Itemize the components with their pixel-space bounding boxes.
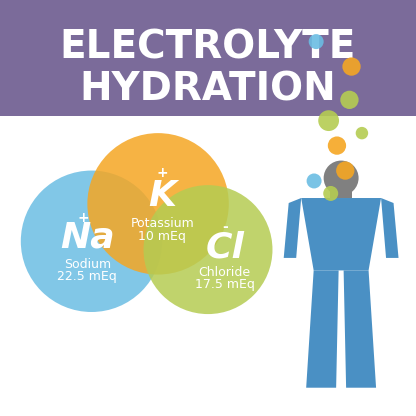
Circle shape	[340, 91, 359, 109]
Text: 22.5 mEq: 22.5 mEq	[57, 270, 117, 283]
Circle shape	[21, 171, 162, 312]
Polygon shape	[284, 198, 301, 258]
Polygon shape	[330, 181, 352, 198]
Text: Chloride: Chloride	[198, 266, 251, 279]
Text: Potassium: Potassium	[130, 217, 194, 230]
Circle shape	[307, 173, 322, 188]
Text: Sodium: Sodium	[64, 258, 111, 271]
FancyBboxPatch shape	[0, 0, 416, 116]
Text: Cl: Cl	[205, 230, 244, 265]
Text: 17.5 mEq: 17.5 mEq	[195, 278, 255, 292]
Circle shape	[324, 161, 359, 196]
Polygon shape	[381, 198, 399, 258]
Circle shape	[323, 186, 338, 201]
Polygon shape	[306, 270, 339, 388]
Circle shape	[356, 127, 368, 139]
Text: HYDRATION: HYDRATION	[79, 70, 337, 109]
Text: +: +	[77, 211, 89, 225]
Circle shape	[87, 133, 229, 275]
Circle shape	[309, 34, 324, 49]
Text: K: K	[148, 178, 176, 213]
Circle shape	[318, 110, 339, 131]
Text: Na: Na	[60, 220, 115, 254]
Text: +: +	[156, 166, 168, 180]
Text: -: -	[222, 220, 228, 234]
Polygon shape	[301, 198, 381, 270]
Circle shape	[144, 185, 272, 314]
Circle shape	[328, 136, 346, 155]
Circle shape	[336, 161, 354, 180]
Polygon shape	[344, 270, 376, 388]
Text: 10 mEq: 10 mEq	[138, 230, 186, 243]
Circle shape	[342, 57, 361, 76]
Text: ELECTROLYTE: ELECTROLYTE	[60, 29, 356, 67]
